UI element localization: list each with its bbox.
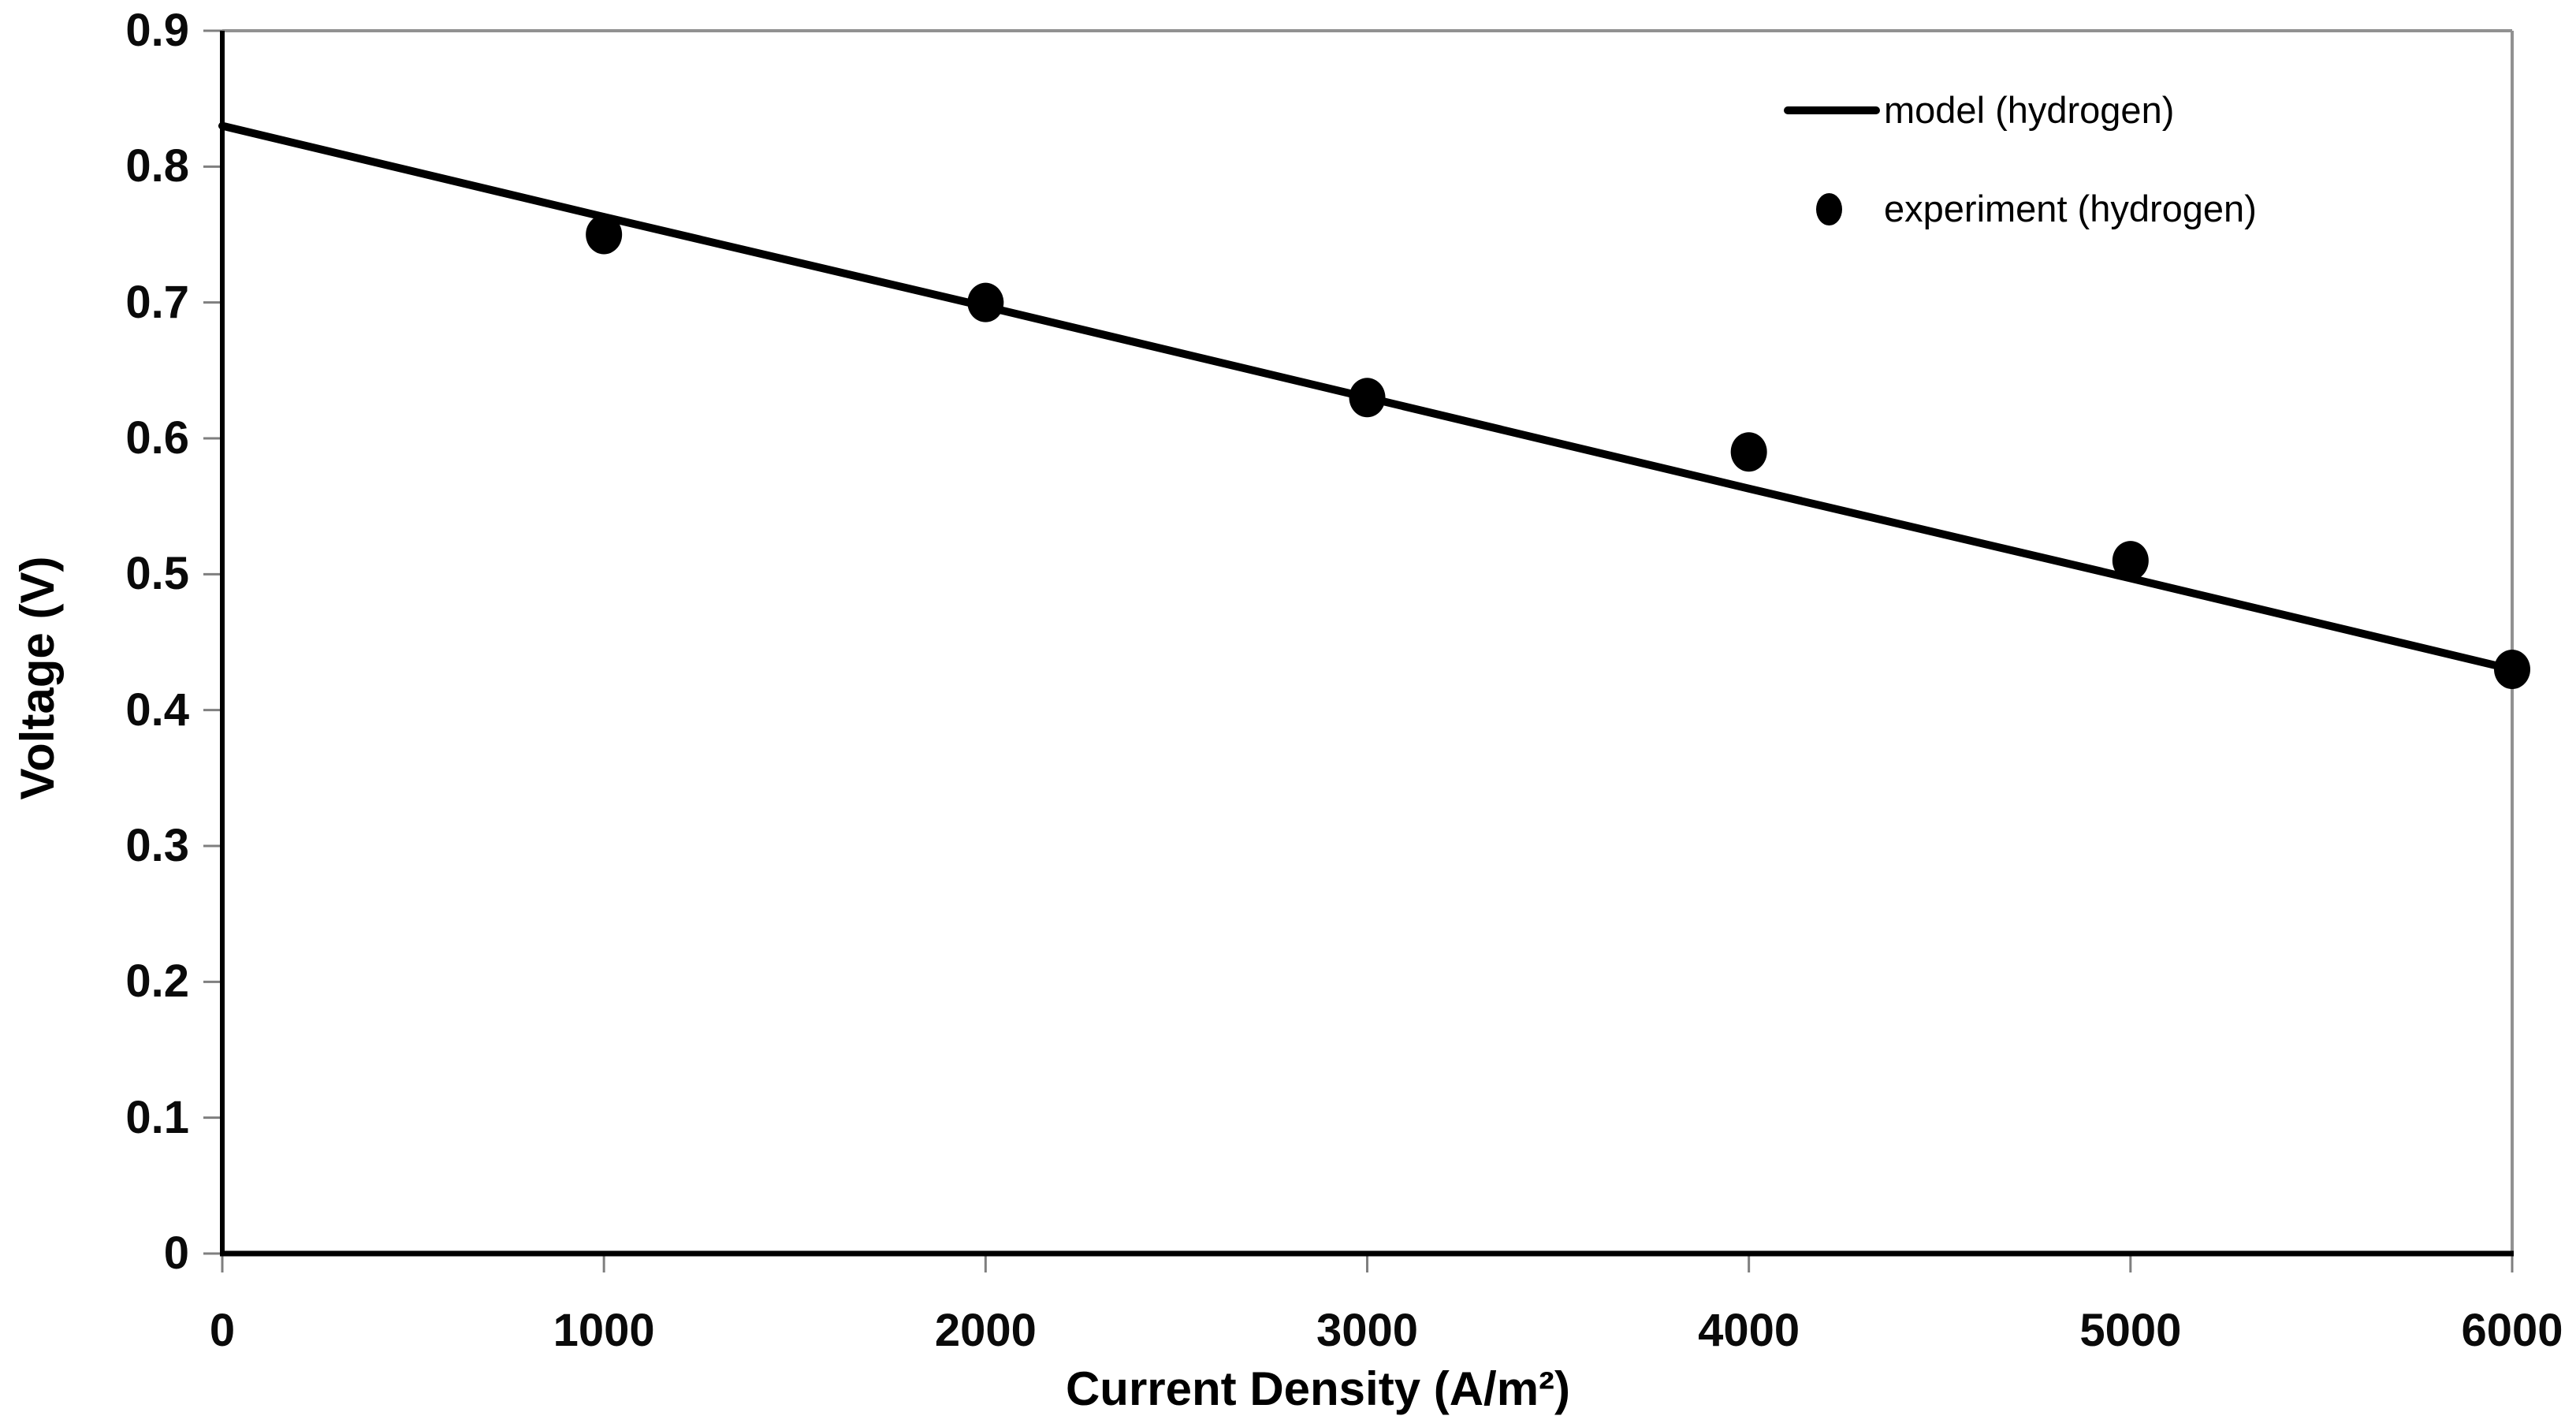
y-tick-label: 0.8	[125, 140, 189, 192]
x-tick-label: 1000	[553, 1305, 655, 1356]
experiment-point	[586, 214, 623, 255]
y-tick-label: 0.6	[125, 412, 189, 464]
y-tick-label: 0.3	[125, 820, 189, 871]
legend-model-label: model (hydrogen)	[1884, 89, 2175, 131]
y-axis-title: Voltage (V)	[11, 556, 64, 800]
y-tick-label: 0.4	[125, 684, 189, 736]
y-tick-label: 0.7	[125, 276, 189, 328]
x-tick-label: 2000	[934, 1305, 1037, 1356]
x-tick-label: 0	[209, 1305, 236, 1356]
experiment-point	[2494, 649, 2530, 689]
x-tick-label: 3000	[1316, 1305, 1419, 1356]
legend-model-line-swatch	[1784, 106, 1880, 114]
legend-experiment-label: experiment (hydrogen)	[1884, 188, 2257, 229]
x-tick-label: 6000	[2461, 1305, 2563, 1356]
experiment-point	[2112, 541, 2149, 581]
x-tick-label: 5000	[2079, 1305, 2182, 1356]
x-tick-label: 4000	[1698, 1305, 1800, 1356]
y-tick-label: 0.5	[125, 548, 189, 600]
experiment-point	[1349, 378, 1386, 418]
experiment-point	[967, 282, 1004, 322]
y-tick-label: 0	[163, 1228, 189, 1279]
experiment-point	[1730, 432, 1767, 472]
y-tick-label: 0.2	[125, 956, 189, 1008]
y-tick-label: 0.1	[125, 1091, 189, 1143]
y-tick-label: 0.9	[125, 5, 189, 56]
x-axis-title: Current Density (A/m²)	[1065, 1362, 1571, 1415]
legend-experiment-dot-icon	[1816, 193, 1842, 225]
